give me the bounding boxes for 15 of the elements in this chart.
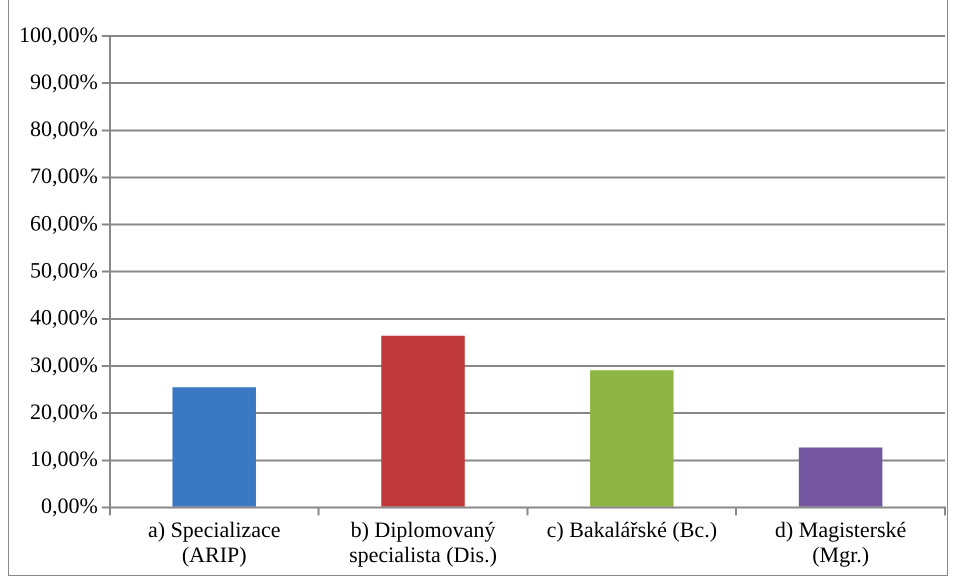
y-tick-label: 40,00% bbox=[30, 304, 98, 330]
y-tick-label: 80,00% bbox=[30, 116, 98, 142]
y-tick-label: 100,00% bbox=[19, 22, 98, 47]
y-tick-label: 90,00% bbox=[30, 68, 98, 94]
x-tick-label: c) Bakalářské (Bc.) bbox=[546, 516, 718, 542]
x-tick-label: b) Diplomovaný specialista (Dis.) bbox=[349, 516, 497, 568]
y-tick-label: 70,00% bbox=[30, 163, 98, 188]
y-tick-label: 50,00% bbox=[30, 257, 98, 282]
x-tick-label: a) Specializace (ARIP) bbox=[148, 516, 280, 568]
y-tick-label: 10,00% bbox=[30, 446, 98, 472]
y-tick-label: 20,00% bbox=[30, 398, 98, 424]
y-tick-label: 60,00% bbox=[30, 210, 98, 236]
y-tick-label: 0,00% bbox=[41, 493, 98, 518]
x-tick-label: d) Magisterské (Mgr.) bbox=[774, 516, 906, 568]
y-tick-label: 30,00% bbox=[30, 352, 98, 377]
